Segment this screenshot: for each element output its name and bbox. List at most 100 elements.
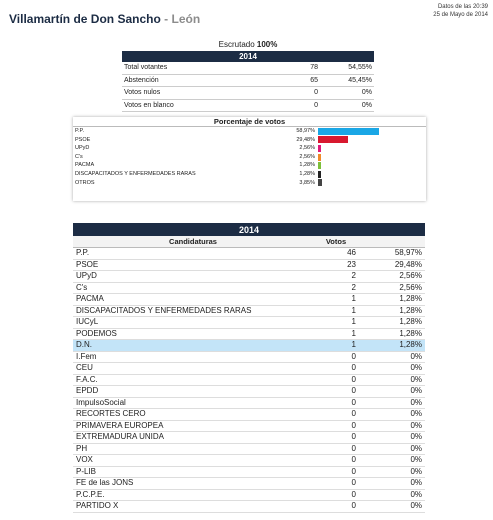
table-row: EPDD 0 0% (73, 385, 425, 398)
summary-percent: 54,55% (320, 62, 374, 75)
summary-count: 0 (276, 86, 320, 100)
party-percent: 1,28% (359, 339, 425, 352)
table-row: PH 0 0% (73, 443, 425, 455)
party-percent: 2,56% (359, 270, 425, 283)
party-votes: 0 (313, 500, 359, 513)
column-header-percent (359, 236, 425, 248)
chart-row: UPyD 2,56% (73, 144, 426, 153)
chart-row: OTROS 3,85% (73, 179, 426, 188)
chart-category-label: UPyD (75, 145, 90, 152)
chart-category-label: DISCAPACITADOS Y ENFERMEDADES RARAS (75, 170, 196, 177)
party-votes: 0 (313, 397, 359, 409)
table-row: PARTIDO X 0 0% (73, 500, 425, 513)
party-name: UPyD (73, 270, 313, 283)
municipality-name: Villamartín de Don Sancho (9, 12, 161, 26)
party-votes: 0 (313, 351, 359, 363)
chart-bar (318, 136, 349, 144)
scrutiny-value: 100% (256, 40, 278, 49)
chart-value-label: 29,48% (296, 136, 315, 143)
table-row: P-LIB 0 0% (73, 466, 425, 478)
update-timestamp: Datos de las 20:39 25 de Mayo de 2014 (433, 3, 488, 19)
party-name: PRIMAVERA EUROPEA (73, 420, 313, 432)
party-percent: 0% (359, 431, 425, 444)
party-votes: 0 (313, 443, 359, 455)
summary-percent: 0% (320, 86, 374, 100)
party-votes: 1 (313, 328, 359, 340)
summary-count: 0 (276, 99, 320, 112)
chart-row: PACMA 1,28% (73, 161, 426, 170)
chart-row: DISCAPACITADOS Y ENFERMEDADES RARAS 1,28% (73, 170, 426, 179)
table-row: C's 2 2,56% (73, 282, 425, 294)
chart-category-label: PACMA (75, 162, 95, 169)
table-row: PSOE 23 29,48% (73, 259, 425, 271)
chart-row: C's 2,56% (73, 153, 426, 162)
table-row: DISCAPACITADOS Y ENFERMEDADES RARAS 1 1,28… (73, 305, 425, 317)
table-row: UPyD 2 2,56% (73, 270, 425, 283)
party-votes: 0 (313, 454, 359, 467)
party-percent: 0% (359, 385, 425, 398)
chart-bar (318, 144, 321, 152)
title-separator: - (160, 12, 172, 26)
table-row: PODEMOS 1 1,28% (73, 328, 425, 340)
table-row: D.N. 1 1,28% (73, 339, 425, 352)
party-name: PARTIDO X (73, 500, 313, 513)
party-votes: 2 (313, 270, 359, 283)
party-votes: 1 (313, 316, 359, 329)
party-name: EPDD (73, 385, 313, 398)
party-votes: 1 (313, 305, 359, 317)
chart-value-label: 58,97% (296, 128, 315, 134)
party-name: P.C.P.E. (73, 489, 313, 501)
update-time: Datos de las 20:39 (437, 4, 488, 10)
party-name: D.N. (73, 339, 313, 352)
party-name: ImpulsoSocial (73, 397, 313, 409)
party-percent: 1,28% (359, 316, 425, 329)
summary-count: 65 (276, 74, 320, 87)
party-name: IUCyL (73, 316, 313, 329)
chart-bar (318, 179, 322, 187)
chart-value-label: 2,56% (299, 153, 315, 160)
party-votes: 0 (313, 408, 359, 421)
party-percent: 1,28% (359, 305, 425, 317)
party-votes: 0 (313, 477, 359, 490)
party-name: PODEMOS (73, 328, 313, 340)
chart-title: Porcentaje de votos (73, 117, 426, 127)
party-name: PSOE (73, 259, 313, 271)
chart-value-label: 1,28% (299, 162, 315, 169)
party-name: P.P. (73, 247, 313, 260)
summary-count: 78 (276, 62, 320, 75)
table-row: IUCyL 1 1,28% (73, 316, 425, 329)
party-percent: 1,28% (359, 293, 425, 306)
party-name: VOX (73, 454, 313, 467)
chart-value-label: 2,56% (299, 145, 315, 152)
chart-bar (318, 153, 321, 161)
summary-row: Votos nulos 0 0% (122, 86, 374, 100)
party-percent: 0% (359, 374, 425, 386)
summary-percent: 45,45% (320, 74, 374, 87)
scrutiny-status: Escrutado 100% (122, 40, 374, 49)
chart-category-label: P.P. (75, 128, 84, 134)
table-row: PACMA 1 1,28% (73, 293, 425, 306)
party-votes: 0 (313, 374, 359, 386)
party-votes: 0 (313, 420, 359, 432)
party-percent: 0% (359, 489, 425, 501)
chart-row: PSOE 29,48% (73, 136, 426, 145)
summary-label: Abstención (122, 74, 276, 87)
summary-table: 2014 Total votantes 78 54,55% Abstención 65 4… (122, 51, 374, 112)
party-name: F.A.C. (73, 374, 313, 386)
province-name: León (171, 12, 201, 26)
party-percent: 0% (359, 420, 425, 432)
chart-row: P.P. 58,97% (73, 127, 426, 136)
party-percent: 0% (359, 466, 425, 478)
scrutiny-label: Escrutado (218, 40, 257, 49)
party-votes: 0 (313, 431, 359, 444)
party-percent: 2,56% (359, 282, 425, 294)
party-name: FE de las JONS (73, 477, 313, 490)
table-row: P.C.P.E. 0 0% (73, 489, 425, 501)
summary-percent: 0% (320, 99, 374, 112)
party-percent: 29,48% (359, 259, 425, 271)
page-title: Villamartín de Don Sancho - León (9, 12, 200, 26)
summary-label: Total votantes (122, 62, 276, 75)
party-votes: 0 (313, 489, 359, 501)
party-percent: 0% (359, 408, 425, 421)
party-percent: 0% (359, 454, 425, 467)
